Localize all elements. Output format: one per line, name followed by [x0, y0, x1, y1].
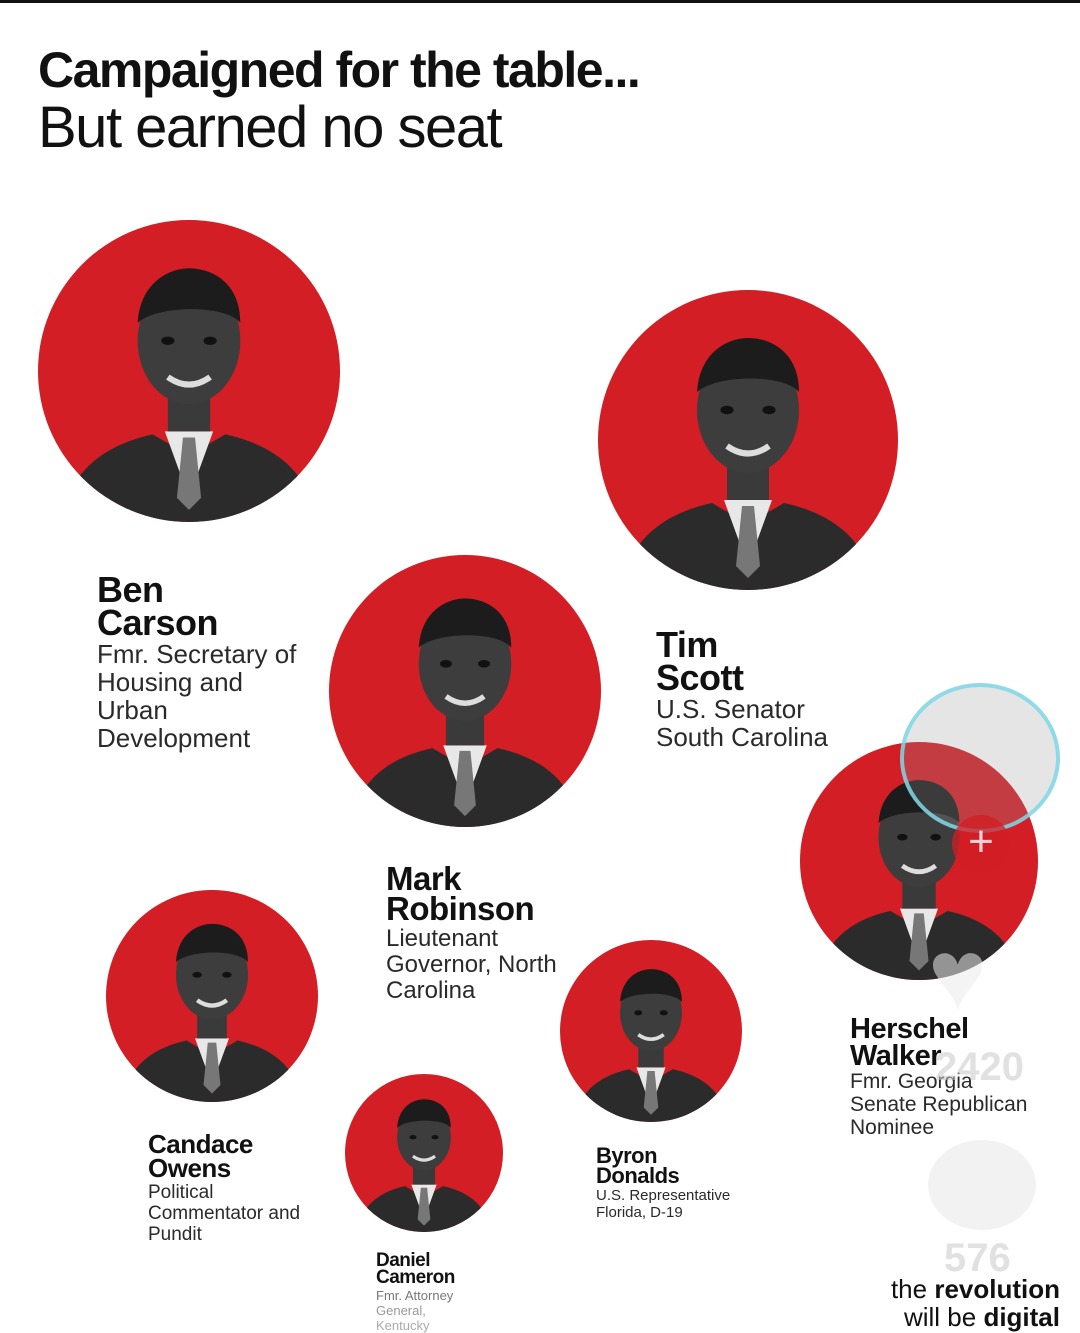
person-role-line: General,	[376, 1302, 426, 1318]
person-role-line: Pundit	[148, 1223, 202, 1245]
person-name-first: Daniel	[376, 1250, 431, 1271]
person-name-last: Robinson	[386, 890, 535, 928]
person-name-last: Walker	[850, 1039, 942, 1072]
person-name-last: Owens	[148, 1152, 231, 1183]
subheadline: But earned no seat	[38, 95, 503, 160]
person-role-line: Development	[97, 723, 251, 754]
label-mark-robinson: Mark Robinson Lieutenant Governor, North…	[386, 860, 557, 1004]
brand-text: the	[890, 1274, 935, 1304]
label-tim-scott: Tim Scott U.S. Senator South Carolina	[656, 624, 828, 753]
brand-text-bold: digital	[983, 1302, 1060, 1332]
label-ben-carson: Ben Carson Fmr. Secretary of Housing and…	[97, 569, 297, 754]
brand-text: will be	[903, 1302, 984, 1332]
person-role-line: Carolina	[386, 976, 476, 1004]
follow-plus-icon[interactable]: +	[952, 815, 1010, 873]
portrait-tim-scott	[598, 290, 898, 590]
label-candace-owens: Candace Owens Political Commentator and …	[148, 1129, 301, 1245]
person-role-line: Urban	[97, 695, 168, 726]
person-name-first: Herschel	[850, 1013, 969, 1045]
person-role-line: U.S. Senator	[656, 694, 805, 725]
comment-icon[interactable]	[928, 1140, 1036, 1230]
headline: Campaigned for the table...	[38, 42, 641, 98]
person-role-line: Commentator and	[148, 1202, 301, 1224]
person-name-first: Byron	[596, 1143, 658, 1168]
person-role-line: Political	[148, 1181, 214, 1203]
person-name-last: Cameron	[376, 1267, 455, 1289]
portrait-mark-robinson	[329, 555, 601, 827]
like-count: 2420	[935, 1045, 1024, 1089]
creator-avatar[interactable]	[900, 683, 1060, 833]
portrait-candace-owens	[106, 890, 318, 1102]
person-name-first: Ben	[97, 569, 164, 610]
brand-text-bold: revolution	[934, 1274, 1060, 1304]
heart-icon[interactable]: ♥	[928, 919, 988, 1031]
person-name-first: Mark	[386, 860, 462, 897]
person-name-first: Tim	[656, 624, 718, 665]
portrait-byron-donalds	[560, 940, 742, 1122]
person-role-line: Fmr. Secretary of	[97, 639, 297, 670]
person-role-line: Fmr. Georgia	[850, 1070, 973, 1094]
person-silhouette-icon	[38, 220, 340, 522]
person-silhouette-icon	[598, 290, 898, 590]
person-silhouette-icon	[329, 555, 601, 827]
label-byron-donalds: Byron Donalds U.S. Representative Florid…	[596, 1143, 731, 1222]
person-name-first: Candace	[148, 1129, 253, 1159]
person-role-line: Fmr. Attorney	[376, 1287, 454, 1303]
portrait-ben-carson	[38, 220, 340, 522]
portrait-daniel-cameron	[345, 1074, 503, 1232]
label-herschel-walker: Herschel Walker Fmr. Georgia Senate Repu…	[850, 1013, 1028, 1140]
person-role-line: Kentucky	[376, 1317, 430, 1333]
person-name-last: Scott	[656, 657, 744, 699]
brand-tagline: the revolution will be digital	[891, 1275, 1060, 1331]
person-role-line: Senate Republican	[850, 1093, 1028, 1117]
person-role-line: U.S. Representative	[596, 1187, 731, 1205]
person-role-line: South Carolina	[656, 722, 828, 753]
person-silhouette-icon	[560, 940, 742, 1122]
person-silhouette-icon	[106, 890, 318, 1102]
person-role-line: Governor, North	[386, 950, 557, 978]
person-name-last: Carson	[97, 602, 219, 644]
person-role-line: Lieutenant	[386, 924, 499, 952]
comment-count: 576	[944, 1236, 1011, 1280]
person-role-line: Florida, D-19	[596, 1204, 683, 1222]
person-name-last: Donalds	[596, 1163, 680, 1189]
top-rule	[0, 0, 1080, 3]
label-daniel-cameron: Daniel Cameron Fmr. Attorney General, Ke…	[376, 1250, 455, 1333]
person-silhouette-icon	[345, 1074, 503, 1232]
person-role-line: Housing and	[97, 667, 243, 698]
person-role-line: Nominee	[850, 1116, 935, 1140]
